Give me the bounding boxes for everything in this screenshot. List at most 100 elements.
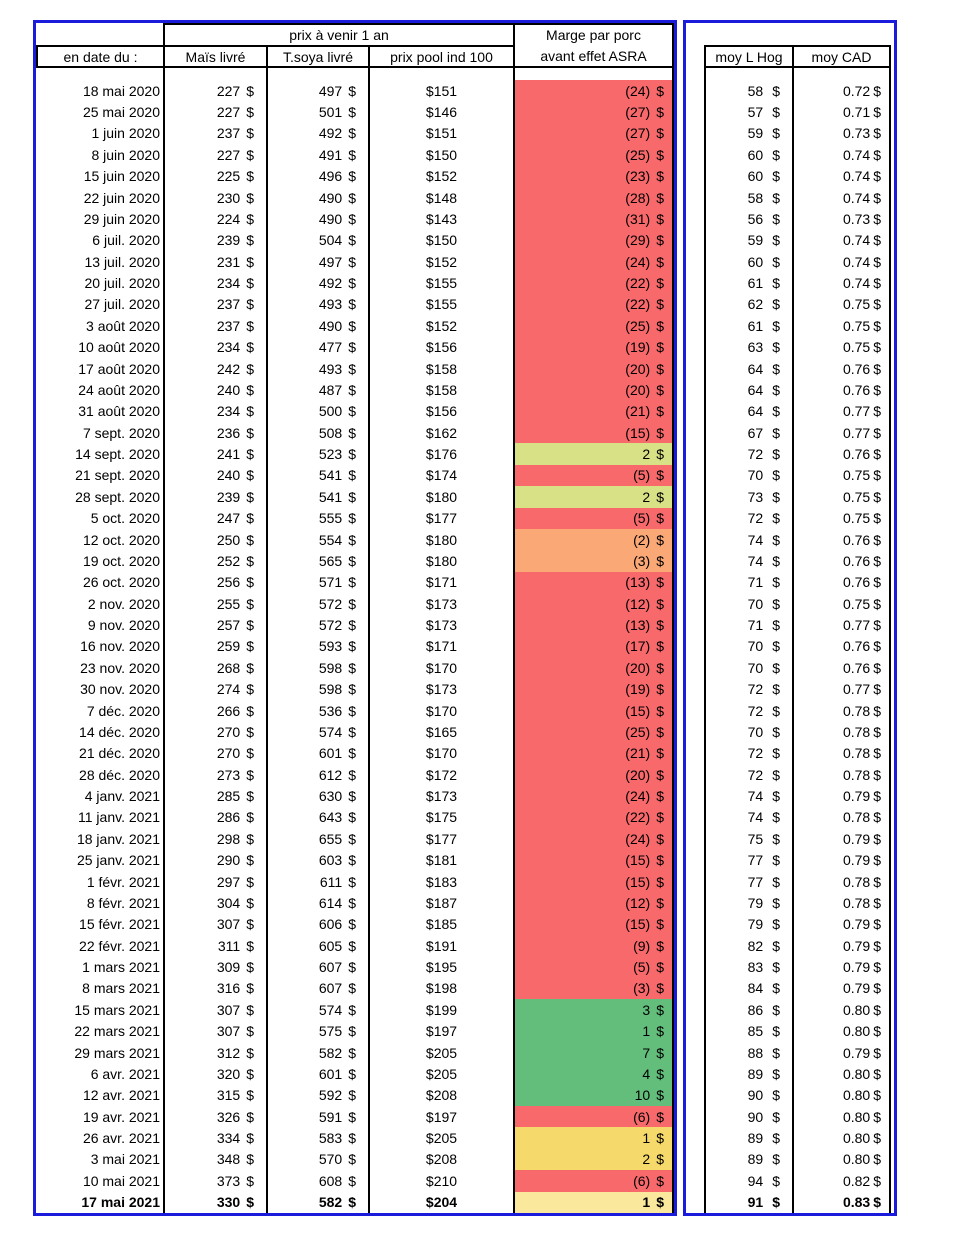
cell-marge-asra[interactable]: (3) $ <box>515 550 674 572</box>
cell-moy-l-hog[interactable]: 84 $ <box>704 977 794 1000</box>
cell-prix-pool[interactable]: $197 <box>370 1020 515 1042</box>
cell-moy-l-hog[interactable]: 60 $ <box>704 165 794 187</box>
cell-date[interactable]: 8 juin 2020 <box>36 144 165 166</box>
cell-moy-cad[interactable]: 0.80 $ <box>794 1020 891 1042</box>
cell-tsoya-livre[interactable]: 570 $ <box>268 1148 370 1171</box>
cell-date[interactable]: 18 janv. 2021 <box>36 828 165 850</box>
cell-tsoya-livre[interactable]: 607 $ <box>268 956 370 978</box>
cell-mais-livre[interactable]: 312 $ <box>165 1041 268 1064</box>
cell-prix-pool[interactable]: $205 <box>370 1041 515 1064</box>
cell-mais-livre[interactable]: 373 $ <box>165 1170 268 1192</box>
cell-tsoya-livre[interactable]: 607 $ <box>268 977 370 1000</box>
cell-mais-livre[interactable]: 290 $ <box>165 849 268 871</box>
cell-prix-pool[interactable]: $152 <box>370 251 515 273</box>
cell-tsoya-livre[interactable]: 591 $ <box>268 1106 370 1128</box>
cell-moy-cad[interactable]: 0.79 $ <box>794 935 891 957</box>
cell-date[interactable]: 3 mai 2021 <box>36 1148 165 1171</box>
cell-moy-l-hog[interactable]: 59 $ <box>704 122 794 145</box>
cell-prix-pool[interactable]: $155 <box>370 293 515 316</box>
cell-date[interactable]: 21 sept. 2020 <box>36 464 165 487</box>
cell-marge-asra[interactable]: (5) $ <box>515 956 674 978</box>
cell-prix-pool[interactable]: $177 <box>370 507 515 529</box>
cell-mais-livre[interactable]: 268 $ <box>165 657 268 679</box>
cell-date[interactable]: 24 août 2020 <box>36 379 165 401</box>
cell-tsoya-livre[interactable]: 582 $ <box>268 1191 370 1213</box>
cell-prix-pool[interactable]: $205 <box>370 1127 515 1149</box>
cell-prix-pool[interactable]: $180 <box>370 550 515 572</box>
cell-prix-pool[interactable]: $158 <box>370 379 515 401</box>
cell-mais-livre[interactable]: 273 $ <box>165 764 268 786</box>
cell-date[interactable]: 1 mars 2021 <box>36 956 165 978</box>
cell-moy-l-hog[interactable]: 72 $ <box>704 764 794 786</box>
cell-moy-cad[interactable]: 0.74 $ <box>794 229 891 251</box>
cell-marge-asra[interactable]: (28) $ <box>515 186 674 209</box>
cell-moy-cad[interactable]: 0.73 $ <box>794 208 891 230</box>
cell-tsoya-livre[interactable]: 612 $ <box>268 764 370 786</box>
cell-tsoya-livre[interactable]: 608 $ <box>268 1170 370 1192</box>
cell-prix-pool[interactable]: $208 <box>370 1084 515 1106</box>
cell-mais-livre[interactable]: 298 $ <box>165 828 268 850</box>
cell-prix-pool[interactable]: $176 <box>370 443 515 465</box>
cell-tsoya-livre[interactable]: 491 $ <box>268 144 370 166</box>
cell-mais-livre[interactable]: 252 $ <box>165 550 268 572</box>
cell-prix-pool[interactable]: $156 <box>370 336 515 358</box>
cell-tsoya-livre[interactable]: 500 $ <box>268 400 370 422</box>
cell-moy-cad[interactable]: 0.79 $ <box>794 977 891 1000</box>
cell-prix-pool[interactable]: $175 <box>370 806 515 829</box>
cell-date[interactable]: 17 mai 2021 <box>36 1191 165 1213</box>
header-en-date-du[interactable]: en date du : <box>36 45 165 68</box>
cell-mais-livre[interactable]: 234 $ <box>165 272 268 294</box>
cell-moy-cad[interactable]: 0.79 $ <box>794 956 891 978</box>
cell-moy-l-hog[interactable]: 72 $ <box>704 507 794 529</box>
cell-marge-asra[interactable]: (24) $ <box>515 80 674 102</box>
cell-marge-asra[interactable]: (9) $ <box>515 935 674 957</box>
cell-mais-livre[interactable]: 237 $ <box>165 122 268 145</box>
cell-prix-pool[interactable]: $162 <box>370 422 515 444</box>
cell-moy-l-hog[interactable]: 71 $ <box>704 571 794 593</box>
cell-marge-asra[interactable]: (20) $ <box>515 357 674 380</box>
cell-tsoya-livre[interactable]: 477 $ <box>268 336 370 358</box>
cell-prix-pool[interactable]: $172 <box>370 764 515 786</box>
cell-date[interactable]: 3 août 2020 <box>36 315 165 337</box>
cell-date[interactable]: 12 oct. 2020 <box>36 528 165 551</box>
cell-prix-pool[interactable]: $173 <box>370 593 515 615</box>
cell-moy-l-hog[interactable]: 77 $ <box>704 870 794 893</box>
cell-date[interactable]: 15 juin 2020 <box>36 165 165 187</box>
header-prix-pool-ind-100[interactable]: prix pool ind 100 <box>370 45 515 68</box>
cell-moy-cad[interactable]: 0.75 $ <box>794 507 891 529</box>
cell-prix-pool[interactable]: $173 <box>370 678 515 700</box>
cell-mais-livre[interactable]: 326 $ <box>165 1106 268 1128</box>
cell-moy-l-hog[interactable]: 56 $ <box>704 208 794 230</box>
cell-prix-pool[interactable]: $183 <box>370 870 515 893</box>
cell-marge-asra[interactable]: (13) $ <box>515 571 674 593</box>
cell-moy-cad[interactable]: 0.74 $ <box>794 144 891 166</box>
cell-date[interactable]: 13 juil. 2020 <box>36 251 165 273</box>
cell-moy-cad[interactable]: 0.80 $ <box>794 1084 891 1106</box>
cell-marge-asra[interactable]: (21) $ <box>515 400 674 422</box>
cell-marge-asra[interactable]: 10 $ <box>515 1084 674 1106</box>
cell-date[interactable]: 2 nov. 2020 <box>36 593 165 615</box>
cell-marge-asra[interactable]: (15) $ <box>515 870 674 893</box>
cell-moy-cad[interactable]: 0.77 $ <box>794 422 891 444</box>
cell-moy-cad[interactable]: 0.76 $ <box>794 657 891 679</box>
cell-moy-l-hog[interactable]: 72 $ <box>704 443 794 465</box>
cell-date[interactable]: 29 mars 2021 <box>36 1041 165 1064</box>
cell-tsoya-livre[interactable]: 611 $ <box>268 870 370 893</box>
cell-moy-l-hog[interactable]: 74 $ <box>704 550 794 572</box>
cell-marge-asra[interactable]: (5) $ <box>515 464 674 487</box>
cell-tsoya-livre[interactable]: 582 $ <box>268 1041 370 1064</box>
cell-moy-l-hog[interactable]: 61 $ <box>704 315 794 337</box>
cell-moy-l-hog[interactable]: 89 $ <box>704 1127 794 1149</box>
cell-tsoya-livre[interactable]: 643 $ <box>268 806 370 829</box>
cell-moy-l-hog[interactable]: 60 $ <box>704 251 794 273</box>
cell-moy-cad[interactable]: 0.83 $ <box>794 1191 891 1213</box>
cell-prix-pool[interactable]: $191 <box>370 935 515 957</box>
cell-moy-cad[interactable]: 0.78 $ <box>794 721 891 743</box>
cell-moy-cad[interactable]: 0.76 $ <box>794 635 891 658</box>
cell-mais-livre[interactable]: 311 $ <box>165 935 268 957</box>
cell-mais-livre[interactable]: 259 $ <box>165 635 268 658</box>
cell-moy-l-hog[interactable]: 88 $ <box>704 1041 794 1064</box>
cell-moy-l-hog[interactable]: 91 $ <box>704 1191 794 1213</box>
cell-mais-livre[interactable]: 227 $ <box>165 80 268 102</box>
cell-prix-pool[interactable]: $148 <box>370 186 515 209</box>
